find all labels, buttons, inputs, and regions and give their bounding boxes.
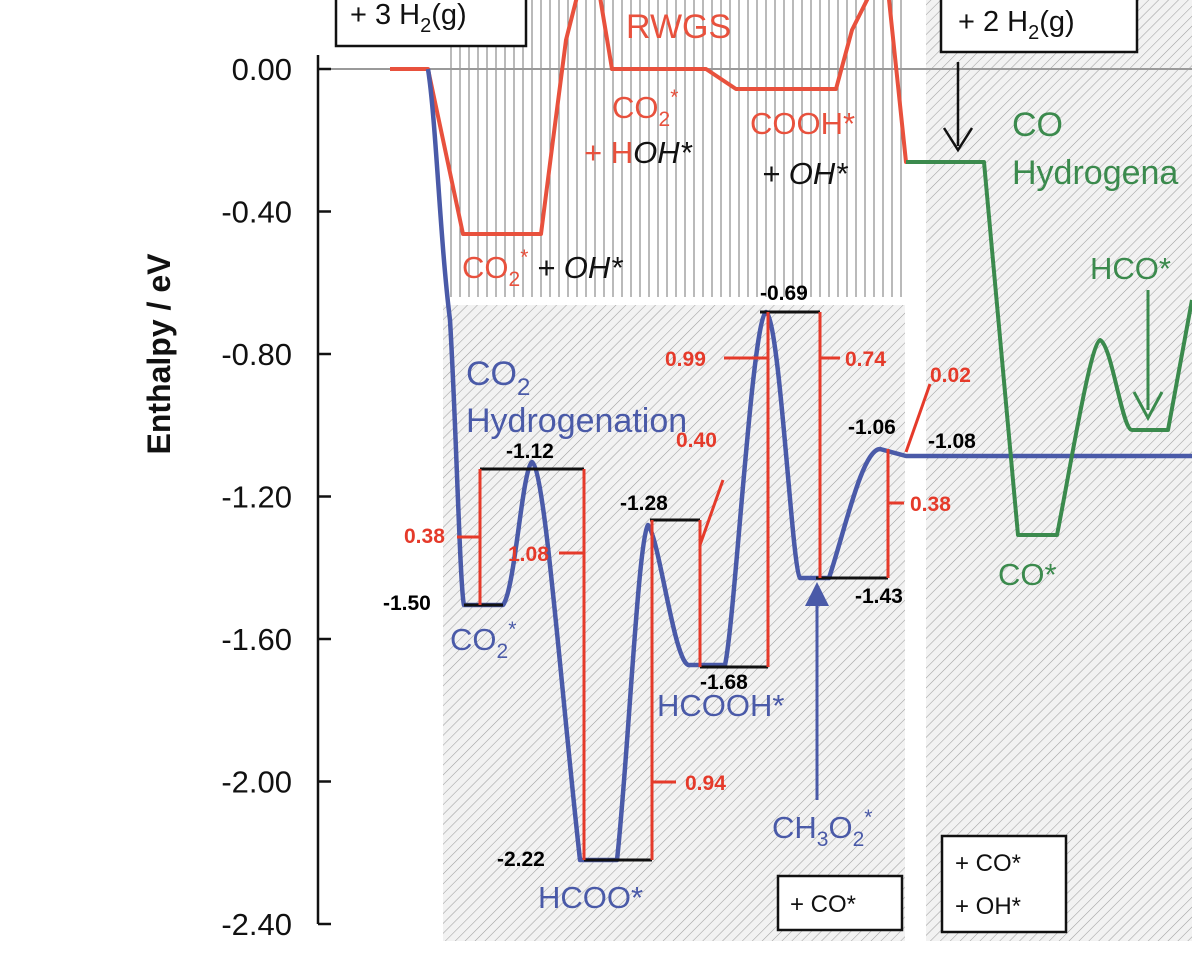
energy-label-7: -1.43 <box>855 585 903 608</box>
species-co-star: CO* <box>998 557 1057 592</box>
species-co2-star: CO2* <box>450 618 516 663</box>
energy-label-6: -0.69 <box>760 282 808 305</box>
species-cooh: COOH* <box>750 106 855 141</box>
barrier-label-4: 0.40 <box>676 429 717 452</box>
co-hydrogenation-label-1: CO <box>1012 106 1063 144</box>
reactant-box-right-text: + 2 H2(g) <box>958 6 1075 44</box>
energy-label-1: -1.50 <box>383 592 431 615</box>
species-co2-oh: CO2* + OH* <box>462 246 623 291</box>
energy-label-2: -1.12 <box>506 440 554 463</box>
barrier-label-5: 0.99 <box>665 348 706 371</box>
co2-hydrogenation-label-2: Hydrogenation <box>466 402 687 440</box>
energy-brackets <box>457 310 932 862</box>
co-box-text: + CO* <box>790 891 856 918</box>
barrier-label-2: 1.08 <box>508 543 549 566</box>
barrier-label-8: 0.38 <box>910 493 951 516</box>
series-line-rwgs <box>390 0 921 236</box>
y-tick-label: -2.00 <box>221 765 292 800</box>
energy-label-5: -1.68 <box>700 671 748 694</box>
species-co2-hoh-2: + HOH* <box>584 135 693 170</box>
y-tick-label: -2.40 <box>221 907 292 942</box>
energy-label-3: -2.22 <box>497 848 545 871</box>
barrier-label-6: 0.74 <box>845 348 886 371</box>
co-oh-box-text-2: + OH* <box>955 893 1021 920</box>
co-oh-box: + CO* + OH* <box>940 834 1068 934</box>
ch3o2-arrow-head <box>805 582 829 606</box>
rwgs-region <box>443 0 905 297</box>
species-co2-hoh-1: CO2* <box>612 86 678 131</box>
energy-label-4: -1.28 <box>620 492 668 515</box>
barrier-label-3: 0.94 <box>685 772 726 795</box>
barrier-label-1: 0.38 <box>404 525 445 548</box>
series-line-co-hydrogenation <box>906 160 1192 537</box>
energy-label-8: -1.06 <box>848 416 896 439</box>
y-tick-label: -0.40 <box>221 195 292 230</box>
energy-label-9: -1.08 <box>928 430 976 453</box>
series-line-co2-hydrogenation <box>425 68 1192 863</box>
co2-hydrogenation-label-1: CO2 <box>466 355 530 401</box>
species-cooh-oh: + OH* <box>762 156 848 191</box>
y-axis-ticks: 0.00 -0.40 -0.80 -1.20 -1.60 -2.00 -2.40 <box>221 52 331 942</box>
hco-arrow-head <box>1132 391 1164 422</box>
y-axis-label: Enthalpy / eV <box>141 253 177 455</box>
species-hcooh: HCOOH* <box>657 688 784 723</box>
co-hydrogenation-label-2: Hydrogena <box>1012 154 1178 192</box>
rwgs-label: RWGS <box>626 8 731 46</box>
reactant-box-left: + 3 H2(g) <box>334 0 528 48</box>
y-tick-label: -1.20 <box>221 480 292 515</box>
co-oh-box-text-1: + CO* <box>955 850 1021 877</box>
species-hco-star: HCO* <box>1090 251 1171 286</box>
barrier-label-7: 0.02 <box>930 364 971 387</box>
reactant-box-right: + 2 H2(g) <box>939 0 1139 54</box>
y-tick-label: -0.80 <box>221 337 292 372</box>
species-ch3o2: CH3O2* <box>772 806 872 851</box>
y-tick-label: 0.00 <box>232 52 292 87</box>
co-hydrogenation-region <box>926 0 1192 941</box>
y-tick-label: -1.60 <box>221 622 292 657</box>
co-box: + CO* <box>776 874 904 932</box>
reactant-box-left-text: + 3 H2(g) <box>350 0 467 37</box>
species-hcoo: HCOO* <box>538 880 643 915</box>
h2-arrow-head <box>942 127 974 153</box>
